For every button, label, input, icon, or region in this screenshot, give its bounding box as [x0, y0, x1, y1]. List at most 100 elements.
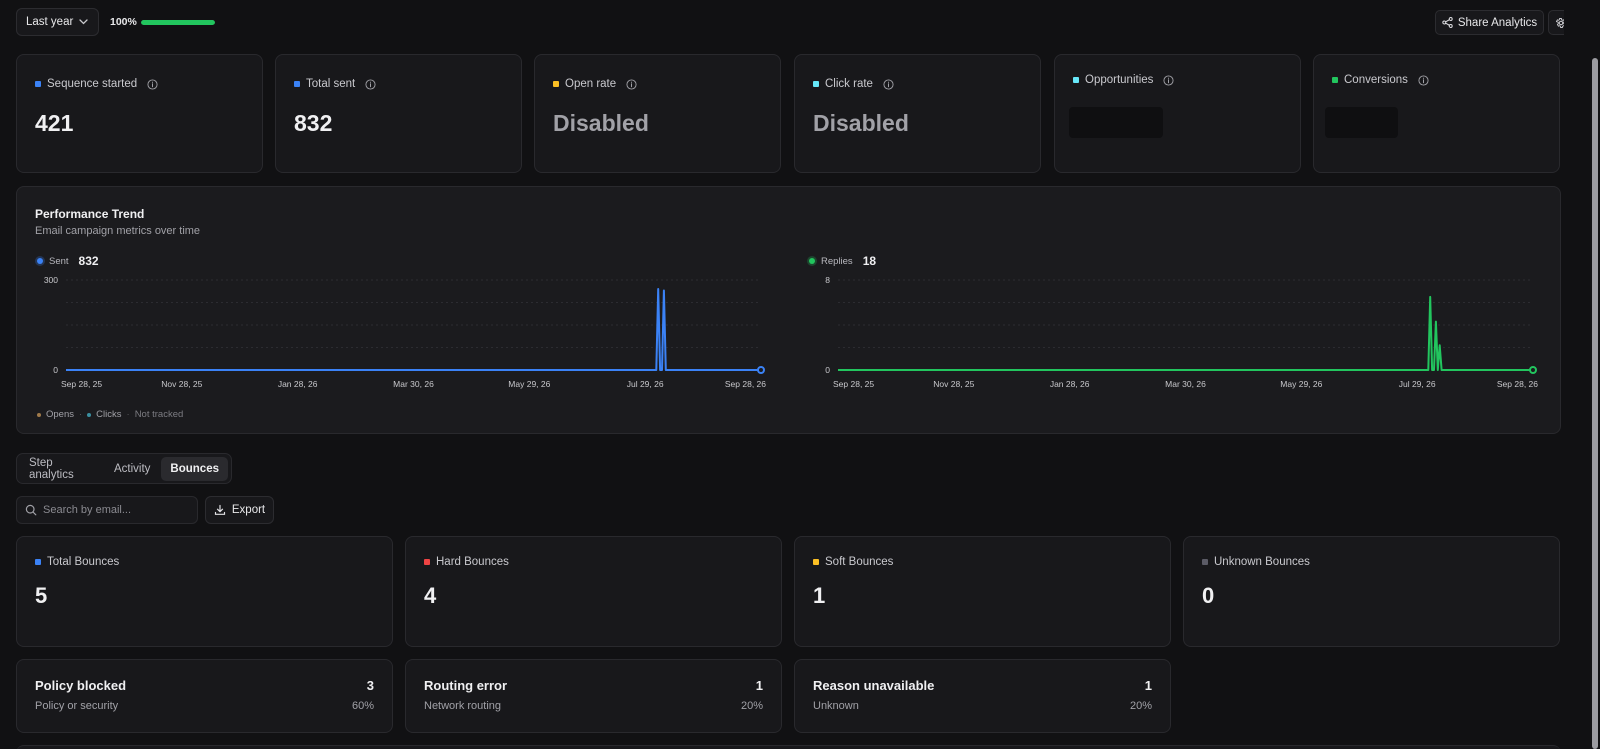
reason-percent: 60% [351, 700, 374, 712]
analytics-tabs: Step analytics Activity Bounces [16, 453, 232, 484]
search-box [16, 496, 198, 524]
clicks-dot [87, 412, 92, 417]
stat-card-opportunities: Opportunities [1054, 54, 1301, 173]
reason-subtitle: Policy or security [35, 700, 119, 712]
y-tick-label: 0 [53, 365, 58, 375]
info-icon[interactable] [1163, 74, 1174, 86]
tab-step-analytics[interactable]: Step analytics [29, 456, 74, 481]
stat-label: Open rate [553, 78, 637, 90]
info-icon[interactable] [883, 78, 894, 90]
share-icon [1442, 17, 1453, 28]
bounce-value: 1 [813, 583, 826, 608]
share-label: Share Analytics [1457, 16, 1538, 29]
y-tick-label: 8 [825, 275, 830, 285]
stat-label-text: Opportunities [1085, 74, 1154, 86]
data-point [757, 366, 765, 374]
x-tick-label: Jul 29, 26 [1399, 379, 1436, 389]
progress-track [140, 19, 215, 25]
x-tick-label: Nov 28, 25 [933, 379, 974, 389]
stat-value: 421 [35, 110, 74, 136]
reason-count: 1 [1144, 678, 1152, 693]
gear-icon [1555, 17, 1567, 28]
info-icon[interactable] [626, 78, 637, 90]
legend-separator: · [126, 409, 130, 420]
toolbar: Last year 100% Share Analytics [16, 8, 1574, 36]
stat-value: Disabled [813, 110, 909, 136]
y-tick-label: 300 [44, 275, 58, 285]
legend-separator: · [79, 409, 83, 420]
sent-series-header: Sent 832 [37, 254, 99, 268]
reason-title: Routing error [424, 678, 508, 693]
stat-label-text: Conversions [1344, 74, 1408, 86]
share-analytics-button[interactable]: Share Analytics [1435, 10, 1544, 35]
x-tick-label: May 29, 26 [508, 379, 550, 389]
reason-count: 1 [755, 678, 763, 693]
scrollbar-thumb[interactable] [1592, 58, 1598, 749]
reason-card-routing-error: Routing error 1 Network routing 20% [405, 659, 782, 733]
stat-label: Opportunities [1073, 74, 1174, 86]
stat-color-swatch [35, 81, 41, 87]
stat-value: Disabled [553, 110, 649, 136]
progress-fill [140, 19, 215, 25]
period-label: Last year [26, 16, 74, 28]
chevron-down-icon [79, 19, 88, 25]
bounce-card-hard: Hard Bounces 4 [405, 536, 782, 647]
bounce-label: Unknown Bounces [1202, 556, 1310, 568]
period-dropdown[interactable]: Last year [16, 8, 99, 36]
reason-card-policy-blocked: Policy blocked 3 Policy or security 60% [16, 659, 393, 733]
tab-bounces[interactable]: Bounces [161, 456, 228, 481]
export-button[interactable]: Export [205, 496, 274, 524]
info-icon[interactable] [1418, 74, 1429, 86]
replies-dot [809, 258, 815, 264]
tab-activity[interactable]: Activity [114, 462, 151, 475]
stat-color-swatch [813, 81, 819, 87]
export-label: Export [231, 504, 266, 516]
x-tick-label: Mar 30, 26 [393, 379, 434, 389]
stat-label: Click rate [813, 78, 894, 90]
stat-label: Conversions [1332, 74, 1429, 86]
bounce-color-swatch [35, 559, 41, 565]
info-icon[interactable] [365, 78, 376, 90]
bounce-card-unknown: Unknown Bounces 0 [1183, 536, 1560, 647]
reason-subtitle: Network routing [424, 700, 502, 712]
bounce-card-soft: Soft Bounces 1 [794, 536, 1171, 647]
stat-card-sequence-started: Sequence started 421 [16, 54, 263, 173]
x-tick-label: Jan 28, 26 [1050, 379, 1090, 389]
bounce-value: 4 [424, 583, 437, 608]
stat-color-swatch [1332, 77, 1338, 83]
search-input[interactable] [43, 504, 188, 516]
stat-card-total-sent: Total sent 832 [275, 54, 522, 173]
bounce-label: Soft Bounces [813, 556, 893, 568]
stat-color-swatch [294, 81, 300, 87]
progress-label: 100% [110, 16, 137, 28]
series-line [838, 295, 1533, 371]
legend-status: Not tracked [134, 409, 184, 420]
bounce-color-swatch [813, 559, 819, 565]
replies-series-name: Replies [821, 255, 853, 267]
info-icon[interactable] [147, 78, 158, 90]
sent-total: 832 [78, 254, 99, 268]
legend-clicks: Clicks [96, 409, 122, 420]
series-line [66, 288, 761, 371]
reason-subtitle: Unknown [813, 700, 859, 712]
stat-label-text: Total sent [306, 78, 356, 90]
opens-dot [37, 412, 41, 417]
bounce-label-text: Unknown Bounces [1214, 556, 1310, 568]
performance-trend-card: Performance Trend Email campaign metrics… [16, 186, 1561, 434]
trend-legend: Opens · Clicks · Not tracked [37, 409, 183, 420]
x-tick-label: Sep 28, 26 [725, 379, 766, 389]
bounce-color-swatch [424, 559, 430, 565]
x-tick-label: Jul 29, 26 [627, 379, 664, 389]
y-tick-label: 0 [825, 365, 830, 375]
reason-count: 3 [366, 678, 374, 693]
stat-card-click-rate: Click rate Disabled [794, 54, 1041, 173]
replies-series-header: Replies 18 [809, 254, 876, 268]
stat-value: 832 [294, 110, 333, 136]
x-tick-label: May 29, 26 [1280, 379, 1322, 389]
scrollbar[interactable] [1564, 0, 1600, 749]
reason-percent: 20% [740, 700, 763, 712]
x-tick-label: Sep 28, 25 [61, 379, 102, 389]
bounce-label-text: Soft Bounces [825, 556, 894, 568]
